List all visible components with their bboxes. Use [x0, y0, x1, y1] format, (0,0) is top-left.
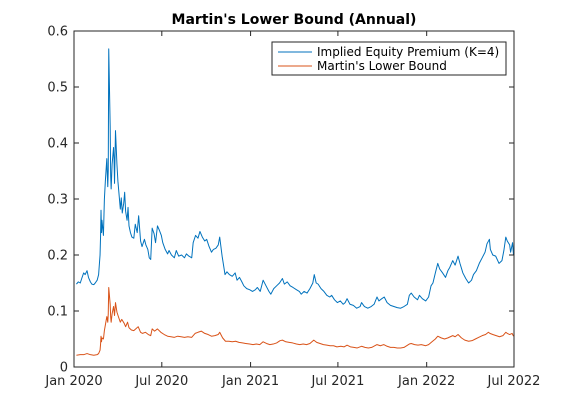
legend-box	[271, 41, 507, 76]
y-tick-label: 0.5	[47, 81, 68, 96]
x-tick-label: Jan 2022	[397, 374, 455, 389]
y-tick-label: 0.1	[47, 305, 68, 320]
series-line-1	[76, 286, 514, 356]
x-tick-label: Jan 2020	[44, 374, 102, 389]
x-tick-label: Jan 2021	[221, 374, 279, 389]
axes-layer: 0 0.1 0.2 0.3 0.4 0.5 0.6 Jan 2020 Jul 2020 Jan 2…	[44, 25, 540, 390]
legend: Implied Equity Premium (K=4)Martin's Low…	[271, 41, 507, 76]
y-tick-label: 0.3	[47, 193, 68, 208]
plot-area	[74, 31, 514, 367]
x-tick-label: Jul 2022	[487, 374, 541, 389]
x-tick-label: Jul 2021	[310, 374, 364, 389]
chart-title: Martin's Lower Bound (Annual)	[172, 12, 417, 28]
y-tick-label: 0	[60, 361, 68, 376]
x-tick-label: Jul 2020	[134, 374, 188, 389]
legend-label-0: Implied Equity Premium (K=4)	[317, 45, 499, 59]
legend-label-1: Martin's Lower Bound	[317, 59, 447, 73]
y-tick-label: 0.2	[47, 249, 68, 264]
y-tick-label: 0.4	[47, 137, 68, 152]
y-tick-label: 0.6	[47, 25, 68, 40]
series-layer	[76, 48, 515, 356]
series-line-0	[76, 48, 515, 309]
